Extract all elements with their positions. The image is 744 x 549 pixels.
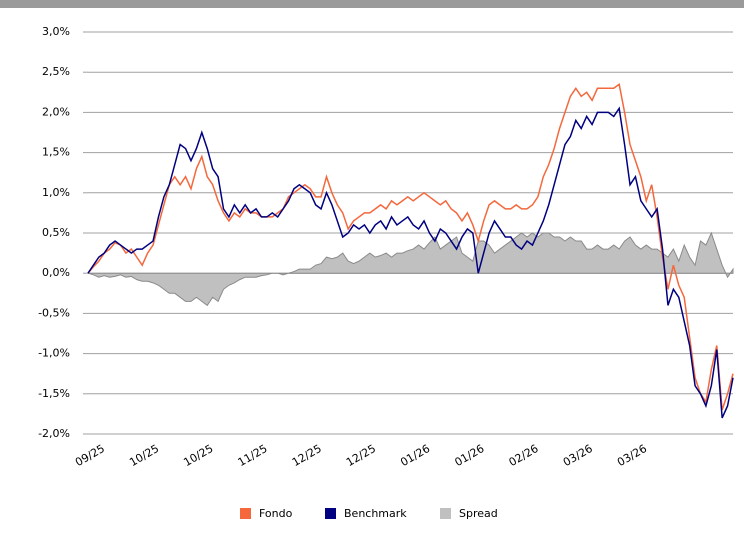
legend-label: Fondo	[259, 507, 293, 520]
legend-swatch	[325, 508, 336, 519]
legend-swatch	[440, 508, 451, 519]
y-tick-label: 0,0%	[42, 266, 70, 279]
y-tick-label: 1,5%	[42, 146, 70, 159]
spread-area	[87, 231, 734, 307]
x-tick-label: 10/25	[127, 442, 161, 469]
legend-label: Benchmark	[344, 507, 407, 520]
y-tick-label: -2,0%	[38, 427, 70, 440]
legend-label: Spread	[459, 507, 498, 520]
x-tick-label: 12/25	[344, 442, 378, 469]
series-line	[87, 106, 734, 419]
x-tick-label: 01/26	[452, 442, 486, 469]
x-tick-label: 11/25	[236, 442, 270, 469]
x-tick-label: 09/25	[73, 442, 107, 469]
y-tick-label: 0,5%	[42, 226, 70, 239]
x-tick-label: 01/26	[398, 442, 432, 469]
y-tick-label: -0,5%	[38, 306, 70, 319]
y-tick-label: 2,5%	[42, 65, 70, 78]
x-tick-label: 12/25	[290, 442, 324, 469]
x-tick-label: 03/26	[615, 442, 649, 469]
y-tick-label: -1,5%	[38, 387, 70, 400]
legend-swatch	[240, 508, 251, 519]
y-tick-label: 3,0%	[42, 25, 70, 38]
y-tick-label: 2,0%	[42, 105, 70, 118]
y-tick-label: -1,0%	[38, 347, 70, 360]
top-band	[0, 0, 744, 8]
series-line	[87, 82, 734, 411]
x-tick-label: 02/26	[507, 442, 541, 469]
x-tick-label: 03/26	[561, 442, 595, 469]
y-tick-label: 1,0%	[42, 186, 70, 199]
x-tick-label: 10/25	[181, 442, 215, 469]
